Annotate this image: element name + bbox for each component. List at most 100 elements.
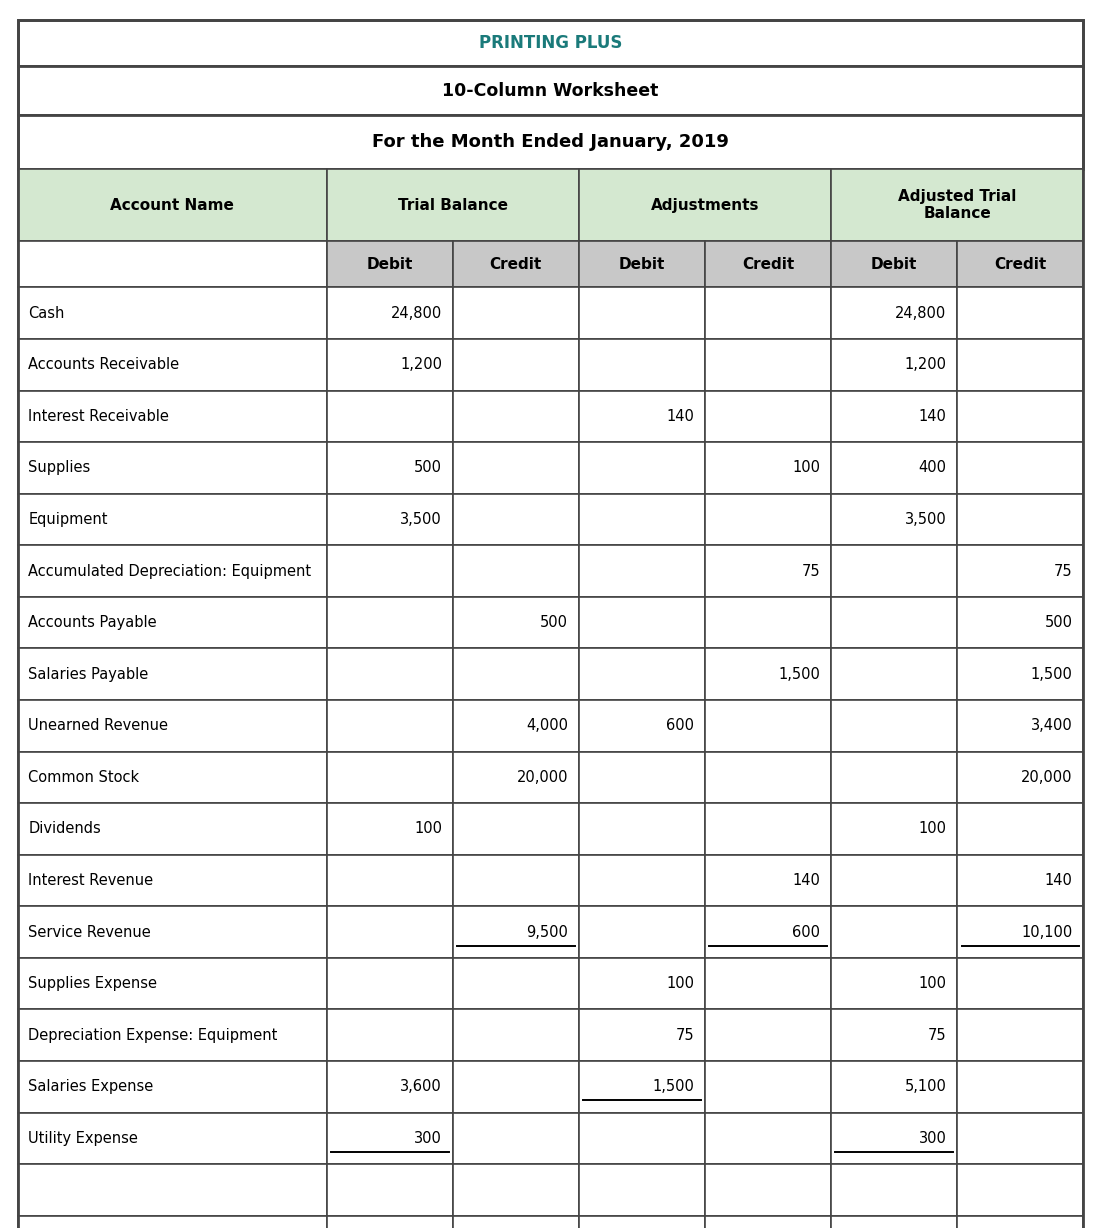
Bar xyxy=(705,906,831,958)
Bar xyxy=(18,20,1083,66)
Bar xyxy=(579,803,705,855)
Text: Adjustments: Adjustments xyxy=(651,198,760,212)
Bar xyxy=(18,803,327,855)
Bar xyxy=(831,1009,957,1061)
Bar xyxy=(18,1061,327,1113)
Bar xyxy=(453,1061,579,1113)
Bar xyxy=(579,855,705,906)
Bar xyxy=(831,287,957,339)
Bar xyxy=(579,494,705,545)
Bar xyxy=(705,855,831,906)
Bar xyxy=(18,442,327,494)
Text: Credit: Credit xyxy=(994,257,1046,271)
Text: 3,500: 3,500 xyxy=(905,512,947,527)
Bar xyxy=(957,855,1083,906)
Text: 500: 500 xyxy=(414,460,443,475)
Text: Equipment: Equipment xyxy=(29,512,108,527)
Text: Trial Balance: Trial Balance xyxy=(397,198,508,212)
Bar xyxy=(705,1113,831,1164)
Bar xyxy=(705,752,831,803)
Bar xyxy=(579,391,705,442)
Bar xyxy=(705,803,831,855)
Bar xyxy=(831,442,957,494)
Bar xyxy=(705,597,831,648)
Bar xyxy=(327,648,453,700)
Text: 75: 75 xyxy=(802,564,820,578)
Text: Dividends: Dividends xyxy=(29,822,101,836)
Bar xyxy=(18,66,1083,115)
Text: 300: 300 xyxy=(414,1131,443,1146)
Bar xyxy=(327,1164,453,1216)
Bar xyxy=(579,1216,705,1228)
Bar xyxy=(18,700,327,752)
Text: 75: 75 xyxy=(1054,564,1072,578)
Bar xyxy=(18,597,327,648)
Bar xyxy=(579,1009,705,1061)
Bar xyxy=(705,339,831,391)
Text: Accounts Payable: Accounts Payable xyxy=(29,615,157,630)
Bar xyxy=(327,855,453,906)
Bar xyxy=(957,1113,1083,1164)
Bar xyxy=(579,700,705,752)
Text: Accumulated Depreciation: Equipment: Accumulated Depreciation: Equipment xyxy=(29,564,312,578)
Text: Salaries Expense: Salaries Expense xyxy=(29,1079,153,1094)
Bar xyxy=(18,1009,327,1061)
Bar xyxy=(957,1009,1083,1061)
Text: 24,800: 24,800 xyxy=(895,306,947,321)
Bar xyxy=(705,391,831,442)
Bar xyxy=(831,545,957,597)
Bar xyxy=(453,339,579,391)
Text: 1,500: 1,500 xyxy=(1031,667,1072,682)
Text: Debit: Debit xyxy=(619,257,665,271)
Bar xyxy=(957,287,1083,339)
Text: Depreciation Expense: Equipment: Depreciation Expense: Equipment xyxy=(29,1028,277,1043)
Text: Accounts Receivable: Accounts Receivable xyxy=(29,357,179,372)
Bar xyxy=(327,339,453,391)
Bar xyxy=(705,442,831,494)
Text: 4,000: 4,000 xyxy=(526,718,568,733)
Bar xyxy=(453,803,579,855)
Bar xyxy=(18,1216,327,1228)
Bar xyxy=(453,597,579,648)
Bar xyxy=(18,241,327,287)
Bar xyxy=(18,169,327,241)
Bar xyxy=(327,803,453,855)
Bar xyxy=(705,494,831,545)
Bar xyxy=(579,1113,705,1164)
Bar xyxy=(579,958,705,1009)
Bar xyxy=(705,648,831,700)
Bar xyxy=(579,169,831,241)
Bar xyxy=(831,1216,957,1228)
Bar xyxy=(831,1061,957,1113)
Text: 100: 100 xyxy=(918,976,947,991)
Bar xyxy=(453,1164,579,1216)
Bar xyxy=(957,700,1083,752)
Bar xyxy=(831,958,957,1009)
Text: 100: 100 xyxy=(414,822,443,836)
Bar xyxy=(18,391,327,442)
Text: Credit: Credit xyxy=(742,257,794,271)
Text: 3,400: 3,400 xyxy=(1031,718,1072,733)
Text: Account Name: Account Name xyxy=(110,198,235,212)
Bar xyxy=(705,700,831,752)
Bar xyxy=(453,700,579,752)
Bar xyxy=(579,339,705,391)
Text: 24,800: 24,800 xyxy=(391,306,443,321)
Bar xyxy=(579,752,705,803)
Text: Credit: Credit xyxy=(490,257,542,271)
Bar xyxy=(831,241,957,287)
Bar xyxy=(327,1061,453,1113)
Bar xyxy=(327,1216,453,1228)
Bar xyxy=(18,1113,327,1164)
Bar xyxy=(327,1113,453,1164)
Text: 20,000: 20,000 xyxy=(516,770,568,785)
Text: 100: 100 xyxy=(918,822,947,836)
Text: Interest Receivable: Interest Receivable xyxy=(29,409,170,424)
Bar xyxy=(453,1216,579,1228)
Bar xyxy=(579,648,705,700)
Text: 400: 400 xyxy=(918,460,947,475)
Text: 20,000: 20,000 xyxy=(1022,770,1072,785)
Text: 10-Column Worksheet: 10-Column Worksheet xyxy=(443,82,658,99)
Bar xyxy=(831,1164,957,1216)
Bar xyxy=(831,648,957,700)
